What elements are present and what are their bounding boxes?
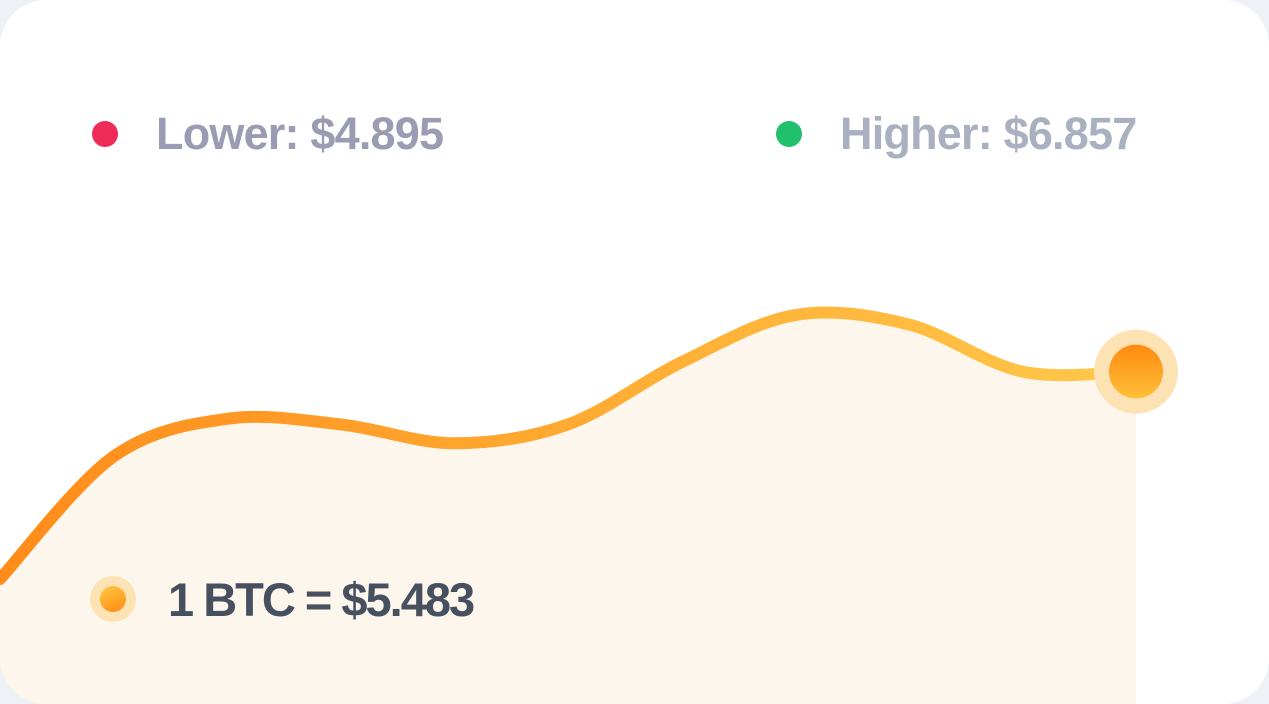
legend-higher: Higher: $6.857 bbox=[776, 106, 1137, 162]
higher-label: Higher: $6.857 bbox=[840, 108, 1137, 159]
coin-dot-icon bbox=[90, 576, 136, 622]
current-price-marker[interactable] bbox=[1109, 344, 1163, 399]
price-line bbox=[0, 306, 1142, 586]
exchange-rate-label: 1 BTC = $5.483 bbox=[168, 572, 475, 626]
lower-label: Lower: $4.895 bbox=[156, 108, 444, 159]
lower-dot-icon bbox=[92, 121, 118, 147]
exchange-rate: 1 BTC = $5.483 bbox=[90, 572, 475, 626]
legend-lower: Lower: $4.895 bbox=[92, 106, 444, 162]
price-area-fill bbox=[0, 312, 1136, 704]
coin-dot-core bbox=[100, 586, 126, 612]
higher-dot-icon bbox=[776, 121, 802, 147]
